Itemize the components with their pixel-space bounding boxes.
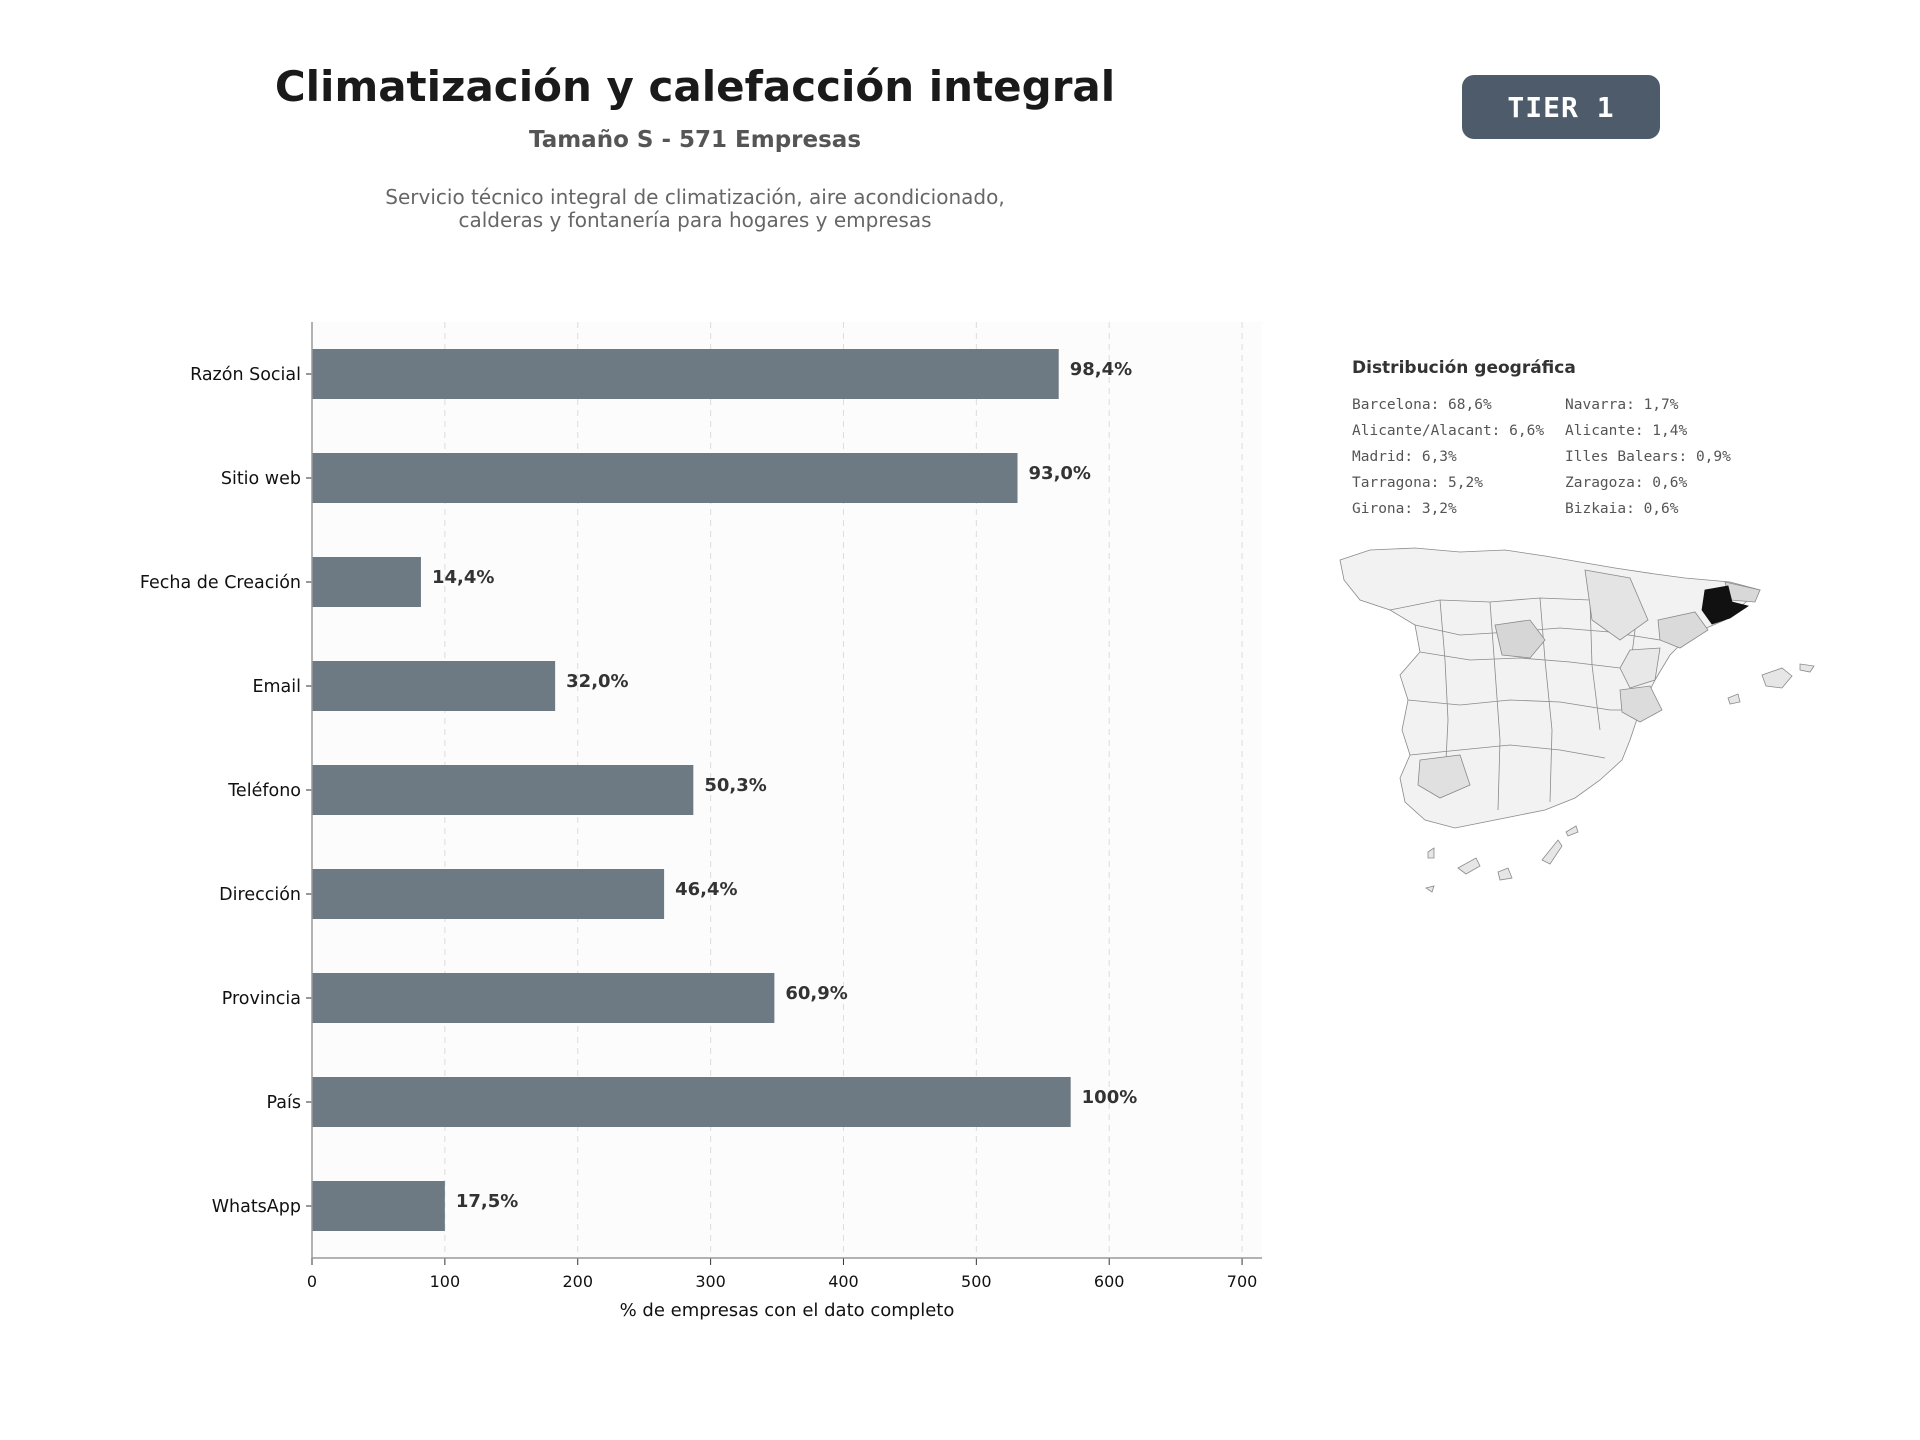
bar-data-label: 93,0% [1029, 463, 1091, 484]
map-island-menorca [1799, 663, 1815, 673]
geo-item: Barcelona: 68,6% [1352, 397, 1492, 413]
map-province-sevilla [1417, 754, 1471, 799]
geo-item: Bizkaia: 0,6% [1565, 501, 1679, 517]
geo-item: Alicante: 1,4% [1565, 423, 1688, 439]
map-island-gran-canaria [1497, 867, 1513, 881]
y-category-label: WhatsApp [212, 1197, 301, 1217]
y-category-label: País [267, 1093, 301, 1113]
description: Servicio técnico integral de climatizaci… [0, 186, 1390, 232]
bar [312, 661, 556, 711]
bar [312, 557, 421, 607]
geo-item: Madrid: 6,3% [1352, 449, 1457, 465]
description-line-1: Servicio técnico integral de climatizaci… [385, 185, 1005, 209]
x-axis-title: % de empresas con el dato completo [620, 1300, 955, 1321]
bar [312, 973, 775, 1023]
map-island-lanzarote [1565, 825, 1579, 837]
map-island-tenerife [1457, 857, 1481, 875]
x-tick-label: 700 [1227, 1272, 1258, 1291]
bar [312, 869, 665, 919]
y-category-label: Provincia [222, 989, 301, 1009]
map-province-zaragoza [1584, 569, 1649, 641]
x-tick-label: 200 [562, 1272, 593, 1291]
bar [312, 1077, 1071, 1127]
x-tick-label: 400 [828, 1272, 859, 1291]
map-island-ibiza [1727, 693, 1741, 705]
y-category-label: Dirección [219, 885, 301, 905]
bar-data-label: 98,4% [1070, 359, 1132, 380]
map-island-la-palma [1427, 847, 1435, 859]
bar [312, 1181, 445, 1231]
geo-item: Zaragoza: 0,6% [1565, 475, 1688, 491]
y-category-label: Teléfono [227, 781, 301, 801]
map-province-alicante [1619, 685, 1663, 723]
bar-data-label: 100% [1082, 1087, 1138, 1108]
y-category-label: Sitio web [221, 469, 301, 489]
map-province-tarragona [1657, 611, 1709, 649]
x-tick-label: 500 [961, 1272, 992, 1291]
map-province-barcelona [1701, 585, 1749, 625]
description-line-2: calderas y fontanería para hogares y emp… [458, 208, 932, 232]
bar [312, 453, 1018, 503]
bar-data-label: 32,0% [566, 671, 628, 692]
geo-item: Girona: 3,2% [1352, 501, 1457, 517]
x-tick-label: 300 [695, 1272, 726, 1291]
bar-data-label: 17,5% [456, 1191, 518, 1212]
geo-distribution-title: Distribución geográfica [1352, 358, 1576, 378]
bar-data-label: 46,4% [675, 879, 737, 900]
geo-item: Alicante/Alacant: 6,6% [1352, 423, 1545, 439]
map-island-hierro [1425, 885, 1435, 893]
map-province-valencia [1619, 647, 1661, 689]
y-category-label: Fecha de Creación [140, 573, 301, 593]
geo-item: Illes Balears: 0,9% [1565, 449, 1731, 465]
map-island-fuerteventura [1541, 839, 1563, 865]
map-peninsula [1339, 547, 1761, 829]
x-tick-label: 600 [1094, 1272, 1125, 1291]
x-tick-label: 0 [307, 1272, 317, 1291]
y-category-label: Email [252, 677, 301, 697]
map-island-mallorca [1761, 667, 1793, 689]
page-subtitle: Tamaño S - 571 Empresas [528, 127, 862, 153]
x-tick-label: 100 [430, 1272, 461, 1291]
bar-data-label: 14,4% [432, 567, 494, 588]
geo-item: Tarragona: 5,2% [1352, 475, 1483, 491]
geo-list-column-1: Barcelona: 68,6% Alicante/Alacant: 6,6% … [1352, 396, 1544, 526]
map-province-madrid [1494, 619, 1546, 659]
geo-list-column-2: Navarra: 1,7% Alicante: 1,4% Illes Balea… [1565, 396, 1731, 526]
y-category-label: Razón Social [190, 365, 301, 385]
spain-province-map [1339, 547, 1815, 893]
page-title: Climatización y calefacción integral [274, 62, 1116, 111]
geo-item: Navarra: 1,7% [1565, 397, 1679, 413]
bar-data-label: 50,3% [704, 775, 766, 796]
tier-badge: TIER 1 [1462, 75, 1660, 139]
completeness-bar-chart: 0 100 200 300 400 500 600 700 Razón Social 98,4% S… [140, 322, 1262, 1321]
bar-data-label: 60,9% [785, 983, 847, 1004]
bar [312, 765, 694, 815]
bar [312, 349, 1059, 399]
